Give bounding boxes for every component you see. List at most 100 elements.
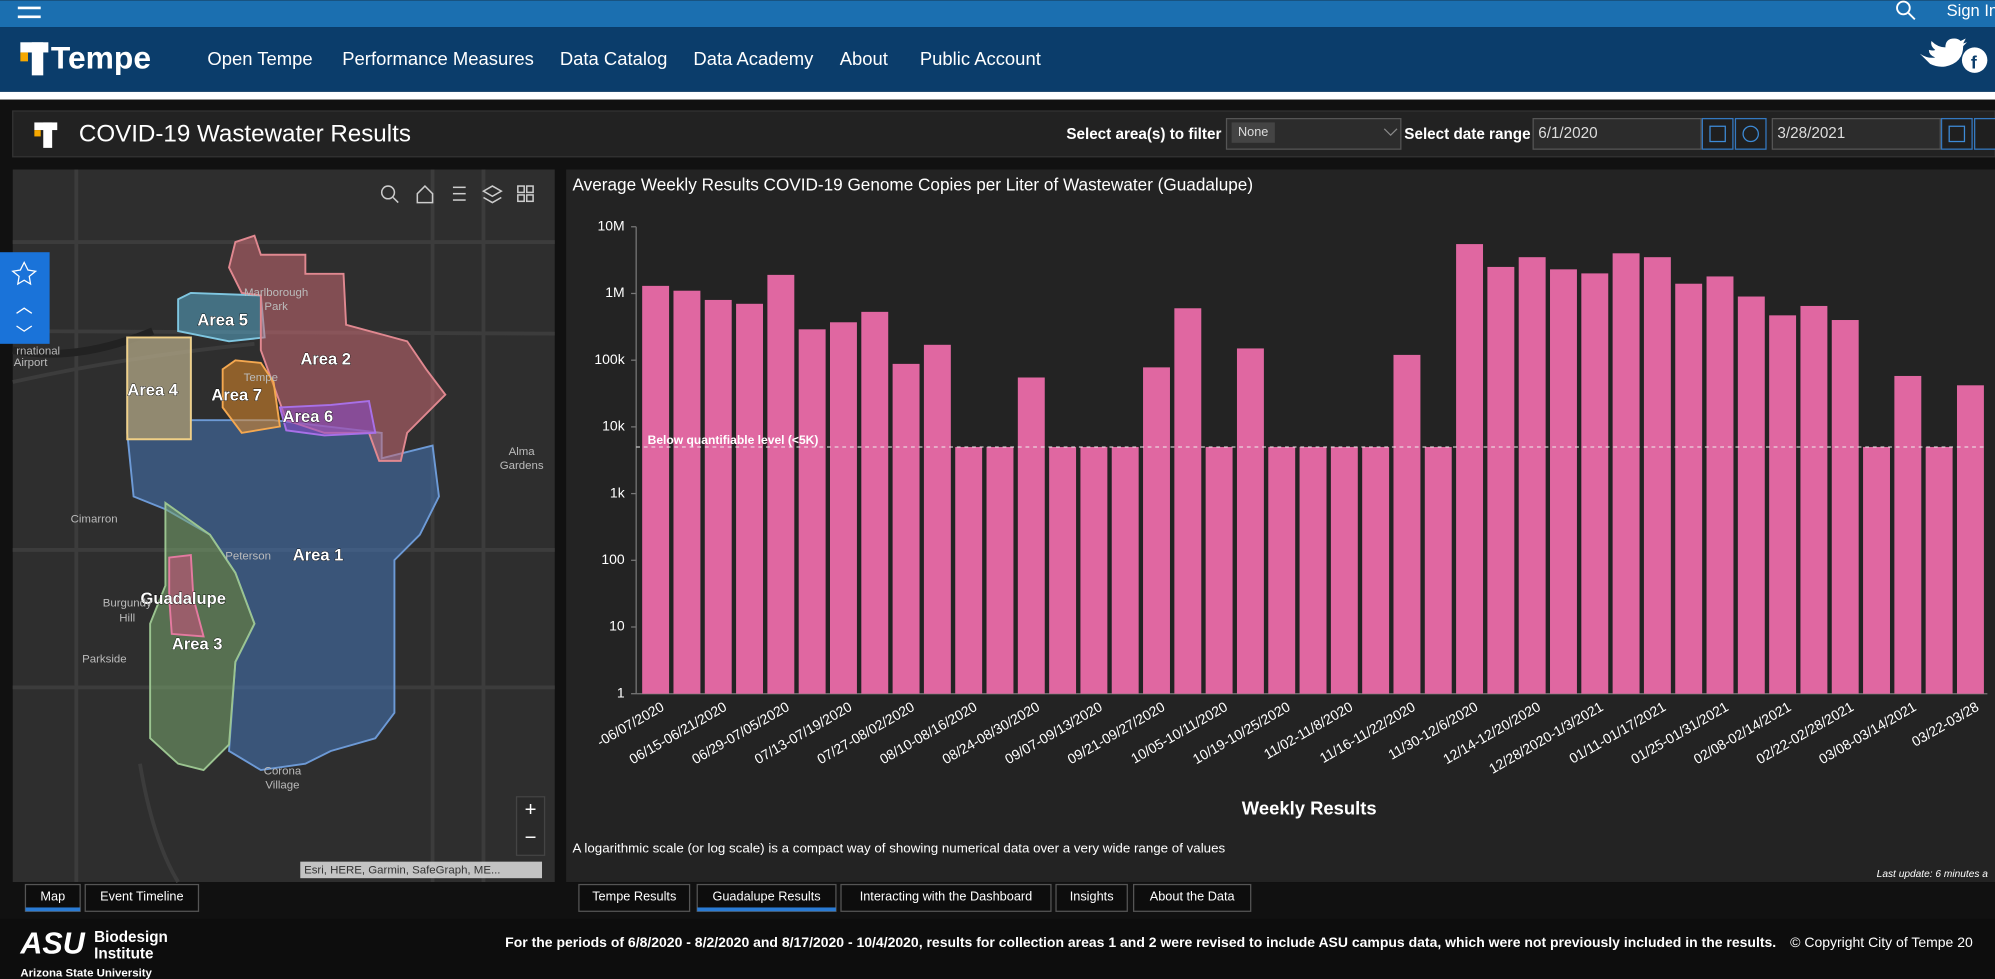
bar[interactable] [986, 446, 1014, 694]
nav-link[interactable]: Data Catalog [560, 48, 668, 69]
area-label[interactable]: Area 3 [172, 634, 223, 654]
bar[interactable] [1581, 273, 1609, 694]
bar[interactable] [1706, 276, 1734, 694]
area-2-shape[interactable] [228, 234, 447, 462]
map-layers[interactable] [481, 185, 503, 204]
tab-label[interactable]: Insights [1070, 889, 1114, 904]
nav-link[interactable]: Public Account [920, 48, 1041, 69]
tab[interactable] [1133, 883, 1252, 912]
tab[interactable] [24, 883, 81, 912]
twitter-icon[interactable] [1919, 38, 1968, 67]
bar[interactable] [1863, 446, 1890, 694]
bar[interactable] [1894, 375, 1922, 694]
map-search[interactable] [380, 185, 399, 204]
bar[interactable] [1268, 446, 1296, 694]
date-end-input[interactable] [1771, 117, 1941, 150]
area-label[interactable]: Guadalupe [140, 589, 226, 609]
bar[interactable] [642, 285, 670, 694]
bar[interactable] [1518, 257, 1546, 694]
bar[interactable] [892, 363, 920, 694]
map-basemap[interactable] [517, 185, 534, 203]
bar[interactable] [736, 303, 764, 694]
area-6-shape[interactable] [278, 400, 377, 437]
area-label[interactable]: Area 4 [127, 380, 179, 400]
bar[interactable] [1643, 257, 1671, 694]
calendar-button[interactable] [1701, 117, 1734, 150]
bar[interactable] [1080, 446, 1108, 694]
bar[interactable] [1236, 348, 1264, 694]
bar[interactable] [1299, 446, 1327, 694]
brand-logo[interactable] [20, 42, 49, 76]
tab-label[interactable]: About the Data [1150, 889, 1236, 904]
tab[interactable] [696, 883, 837, 912]
nav-link[interactable]: About [840, 48, 888, 69]
area-label[interactable]: Area 6 [282, 407, 334, 427]
zoom-in[interactable]: + [525, 799, 537, 821]
bar[interactable] [1612, 253, 1640, 694]
bar[interactable] [673, 290, 701, 694]
bar[interactable] [1800, 305, 1828, 694]
nav-link[interactable]: Performance Measures [342, 48, 534, 69]
share-button[interactable] [16, 307, 33, 332]
favorite-button[interactable] [11, 260, 38, 286]
time-button[interactable] [1974, 117, 1995, 150]
date-start-input[interactable] [1532, 117, 1702, 150]
tab[interactable] [578, 883, 691, 912]
bar[interactable] [829, 322, 857, 694]
bar[interactable] [767, 274, 795, 694]
bar[interactable] [1330, 446, 1358, 694]
bar[interactable] [1174, 308, 1202, 694]
zoom-out[interactable]: − [525, 827, 537, 849]
area-label[interactable]: Area 5 [197, 310, 248, 330]
bar[interactable] [861, 311, 889, 694]
guadalupe-shape[interactable] [168, 553, 205, 638]
bar[interactable] [704, 299, 732, 694]
map-legend[interactable] [452, 186, 466, 201]
bar[interactable] [1049, 446, 1077, 694]
bar[interactable] [1393, 354, 1421, 694]
tab-label[interactable]: Map [40, 889, 65, 904]
sign-in[interactable]: Sign In [1947, 1, 1995, 20]
tab-label[interactable]: Event Timeline [100, 889, 183, 904]
bar[interactable] [1205, 446, 1233, 694]
area-label[interactable]: Area 7 [211, 385, 262, 405]
bar[interactable] [1550, 269, 1577, 694]
map-home[interactable] [416, 184, 434, 204]
brand-name[interactable]: Tempe [51, 39, 151, 75]
area-4-shape[interactable] [126, 336, 192, 441]
facebook-icon[interactable]: f [1961, 47, 1988, 73]
tab[interactable] [84, 883, 200, 912]
area-label[interactable]: Area 2 [300, 349, 351, 369]
bar[interactable] [923, 344, 951, 694]
time-button[interactable] [1734, 117, 1767, 150]
bar[interactable] [1925, 446, 1953, 694]
date-end[interactable]: 3/28/2021 [1777, 125, 1845, 142]
bar[interactable] [1362, 446, 1390, 694]
bar[interactable] [1111, 446, 1139, 694]
calendar-button[interactable] [1940, 117, 1973, 150]
tab-label[interactable]: Guadalupe Results [712, 889, 820, 904]
bar[interactable] [1017, 377, 1045, 694]
tab[interactable] [840, 883, 1052, 912]
bar[interactable] [1456, 244, 1484, 694]
tab-label[interactable]: Interacting with the Dashboard [860, 889, 1033, 904]
area-7-shape[interactable] [221, 359, 281, 434]
nav-link[interactable]: Data Academy [693, 48, 814, 69]
bar[interactable] [1424, 446, 1452, 694]
nav-link[interactable]: Open Tempe [207, 48, 312, 69]
tab[interactable] [1055, 883, 1128, 912]
area-label[interactable]: Area 1 [292, 545, 344, 565]
bar[interactable] [1675, 283, 1703, 694]
bar[interactable] [1831, 320, 1859, 694]
bar[interactable] [1737, 296, 1765, 694]
tab-label[interactable]: Tempe Results [592, 889, 676, 904]
search-icon[interactable] [1896, 0, 1916, 21]
bar[interactable] [1769, 315, 1797, 694]
bar[interactable] [798, 329, 826, 694]
bar[interactable] [1487, 266, 1515, 694]
filter-value[interactable]: None [1238, 124, 1268, 139]
bar[interactable] [1956, 385, 1984, 694]
hamburger[interactable] [17, 6, 41, 19]
date-start[interactable]: 6/1/2020 [1538, 125, 1597, 142]
bar[interactable] [1143, 367, 1170, 694]
